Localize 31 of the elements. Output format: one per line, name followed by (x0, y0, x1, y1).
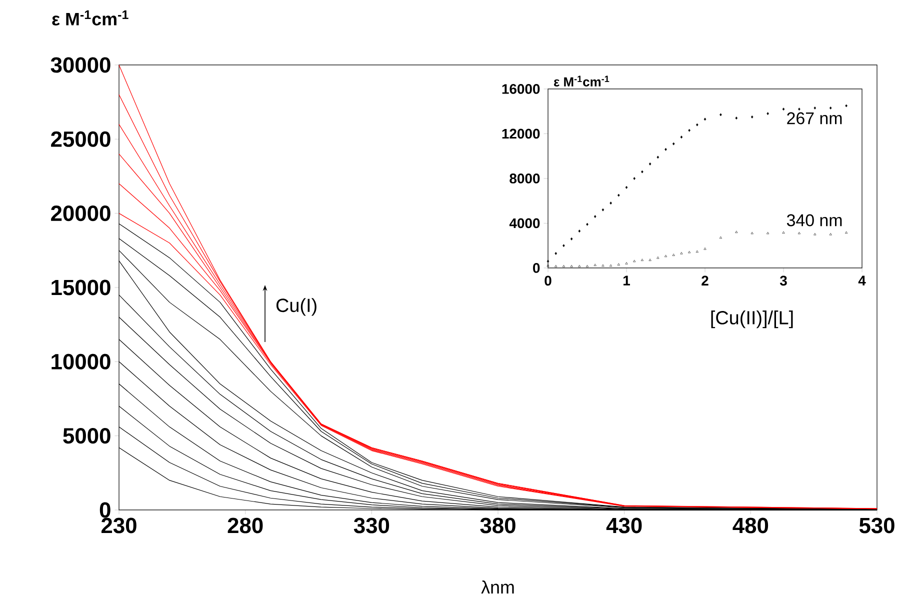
y-axis-title: ε M$^{-1}$cm$^{-1}$ (52, 10, 128, 26)
y-tick-label: 20000 (51, 206, 110, 222)
y-tick-label: 10000 (52, 354, 110, 370)
annotation: Cu(I) (276, 298, 316, 316)
y-tick-label: 30000 (50, 57, 110, 73)
series-label: 340 nm (786, 214, 842, 226)
x-tick-label: 4 (858, 276, 866, 286)
y-tick-label: 4000 (509, 218, 540, 228)
x-tick-label: 530 (859, 518, 894, 534)
y-tick-label: 16000 (502, 84, 540, 94)
y-axis-title: ε M$^{-1}$cm$^{-1}$ (554, 76, 610, 86)
x-axis-title: λnm (481, 580, 514, 594)
x-tick-label: 3 (780, 276, 787, 286)
x-tick-label: 0 (544, 276, 552, 286)
x-axis-title: [Cu(II)]/[L] (711, 310, 793, 328)
x-tick-label: 1 (624, 276, 630, 286)
x-tick-label: 280 (228, 518, 263, 534)
y-tick-label: 12000 (502, 128, 540, 139)
y-tick-label: 5000 (63, 428, 110, 444)
y-tick-label: 15000 (52, 280, 110, 296)
x-tick-label: 230 (101, 518, 136, 534)
x-tick-label: 330 (354, 518, 390, 534)
y-tick-label: 0 (100, 502, 110, 518)
y-tick-label: 0 (533, 263, 540, 273)
x-tick-label: 2 (702, 276, 708, 286)
x-tick-label: 430 (606, 518, 642, 534)
series-label: 267 nm (787, 112, 842, 124)
y-tick-label: 25000 (51, 131, 110, 147)
x-tick-label: 480 (732, 518, 768, 534)
y-tick-label: 8000 (510, 174, 540, 184)
x-tick-label: 380 (480, 518, 516, 534)
